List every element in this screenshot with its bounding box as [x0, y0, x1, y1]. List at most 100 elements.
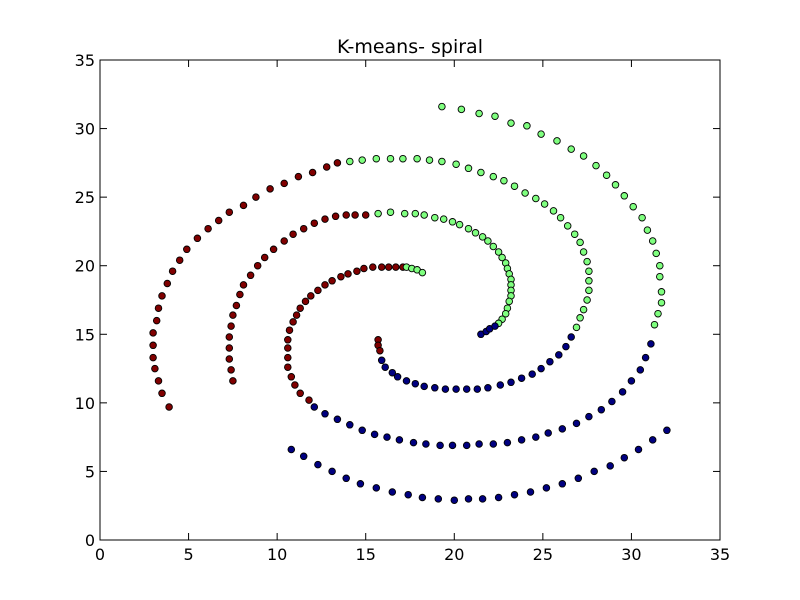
data-point-blue-64: [484, 384, 492, 392]
data-point-red-69: [360, 264, 368, 273]
data-point-blue-11: [494, 493, 503, 502]
data-point-blue-19: [372, 484, 381, 492]
data-point-blue-45: [422, 440, 430, 448]
data-point-blue-15: [434, 495, 443, 503]
data-point-red-57: [285, 326, 294, 334]
data-point-green-68: [484, 237, 492, 245]
data-point-blue-5: [590, 467, 598, 476]
data-point-blue-62: [507, 378, 515, 387]
data-point-green-67: [478, 233, 487, 241]
data-point-green-54: [576, 314, 584, 322]
data-point-blue-59: [537, 364, 545, 373]
data-point-green-21: [657, 288, 666, 296]
scatter-points: [149, 102, 671, 504]
data-point-green-58: [400, 209, 409, 218]
data-point-blue-54: [310, 403, 319, 411]
data-point-blue-25: [287, 445, 296, 454]
data-point-blue-4: [606, 462, 614, 470]
data-point-blue-63: [496, 381, 505, 389]
data-point-red-40: [280, 237, 288, 245]
data-point-green-48: [583, 257, 591, 266]
data-point-red-62: [307, 292, 315, 300]
data-point-green-13: [620, 192, 629, 200]
data-point-blue-21: [342, 474, 350, 483]
data-point-red-29: [225, 344, 234, 352]
y-tick-label-10: 10: [75, 394, 95, 413]
data-point-red-59: [292, 311, 301, 319]
data-point-green-1: [457, 105, 466, 114]
data-point-green-45: [570, 230, 579, 238]
data-point-blue-31: [608, 397, 616, 406]
data-point-red-16: [214, 216, 223, 225]
data-point-red-6: [149, 329, 157, 337]
x-tick-label-5: 5: [183, 545, 193, 564]
data-point-green-56: [374, 209, 382, 218]
data-point-blue-75: [381, 363, 389, 371]
data-point-green-38: [510, 182, 519, 190]
data-point-blue-46: [409, 438, 418, 447]
data-point-red-44: [321, 215, 329, 223]
data-point-blue-34: [572, 419, 581, 428]
data-point-red-4: [149, 353, 157, 362]
data-point-blue-70: [420, 382, 428, 391]
x-tick-label-35: 35: [710, 545, 730, 564]
data-point-blue-9: [526, 488, 535, 496]
data-point-red-35: [239, 281, 248, 289]
data-point-red-33: [232, 301, 241, 310]
data-point-red-5: [149, 341, 157, 350]
x-tick-label-20: 20: [444, 545, 464, 564]
data-point-red-11: [168, 267, 177, 275]
data-point-red-17: [225, 208, 234, 216]
data-point-red-36: [246, 271, 255, 280]
data-point-blue-72: [402, 377, 411, 385]
y-tick-label-15: 15: [75, 325, 95, 344]
data-point-red-48: [361, 211, 370, 219]
data-point-red-61: [301, 297, 310, 306]
data-point-blue-29: [627, 377, 636, 385]
data-point-green-26: [358, 156, 366, 164]
data-point-red-26: [229, 377, 237, 385]
data-point-blue-51: [346, 421, 354, 429]
data-point-green-70: [494, 248, 503, 256]
data-point-red-7: [152, 316, 161, 325]
x-tick-label-15: 15: [356, 545, 376, 564]
data-point-red-73: [392, 263, 400, 271]
data-point-blue-74: [388, 368, 397, 377]
data-point-red-18: [239, 201, 248, 210]
y-tick-label-25: 25: [75, 188, 95, 207]
data-point-green-41: [540, 200, 549, 208]
data-point-green-4: [507, 119, 515, 127]
data-point-red-72: [384, 263, 393, 271]
data-point-green-24: [650, 320, 659, 329]
data-point-blue-0: [663, 426, 671, 435]
data-point-blue-66: [462, 385, 471, 393]
data-point-red-39: [269, 245, 278, 254]
data-point-blue-3: [620, 453, 629, 462]
data-point-green-35: [477, 168, 485, 177]
data-point-green-17: [648, 237, 657, 245]
data-point-green-53: [579, 305, 588, 314]
data-point-red-21: [280, 179, 288, 188]
data-point-green-60: [420, 211, 428, 219]
data-point-blue-17: [404, 490, 412, 499]
data-point-red-71: [377, 263, 386, 271]
x-tick-label-0: 0: [95, 545, 105, 564]
data-point-blue-10: [510, 490, 519, 499]
data-point-blue-73: [393, 373, 402, 381]
data-point-blue-27: [641, 353, 650, 362]
data-point-red-55: [284, 344, 292, 352]
data-point-green-27: [372, 154, 381, 163]
data-point-green-28: [386, 154, 395, 163]
x-tick-label-25: 25: [533, 545, 553, 564]
y-tick-label-5: 5: [85, 462, 95, 481]
data-point-red-19: [252, 193, 260, 201]
data-point-red-30: [225, 333, 234, 341]
data-point-blue-58: [546, 357, 554, 366]
data-point-green-10: [592, 161, 600, 170]
data-point-blue-32: [597, 405, 606, 414]
data-point-blue-18: [388, 488, 397, 496]
data-point-green-43: [556, 213, 565, 222]
data-point-blue-43: [448, 441, 457, 450]
data-point-green-25: [346, 157, 354, 166]
data-point-blue-26: [647, 340, 655, 348]
